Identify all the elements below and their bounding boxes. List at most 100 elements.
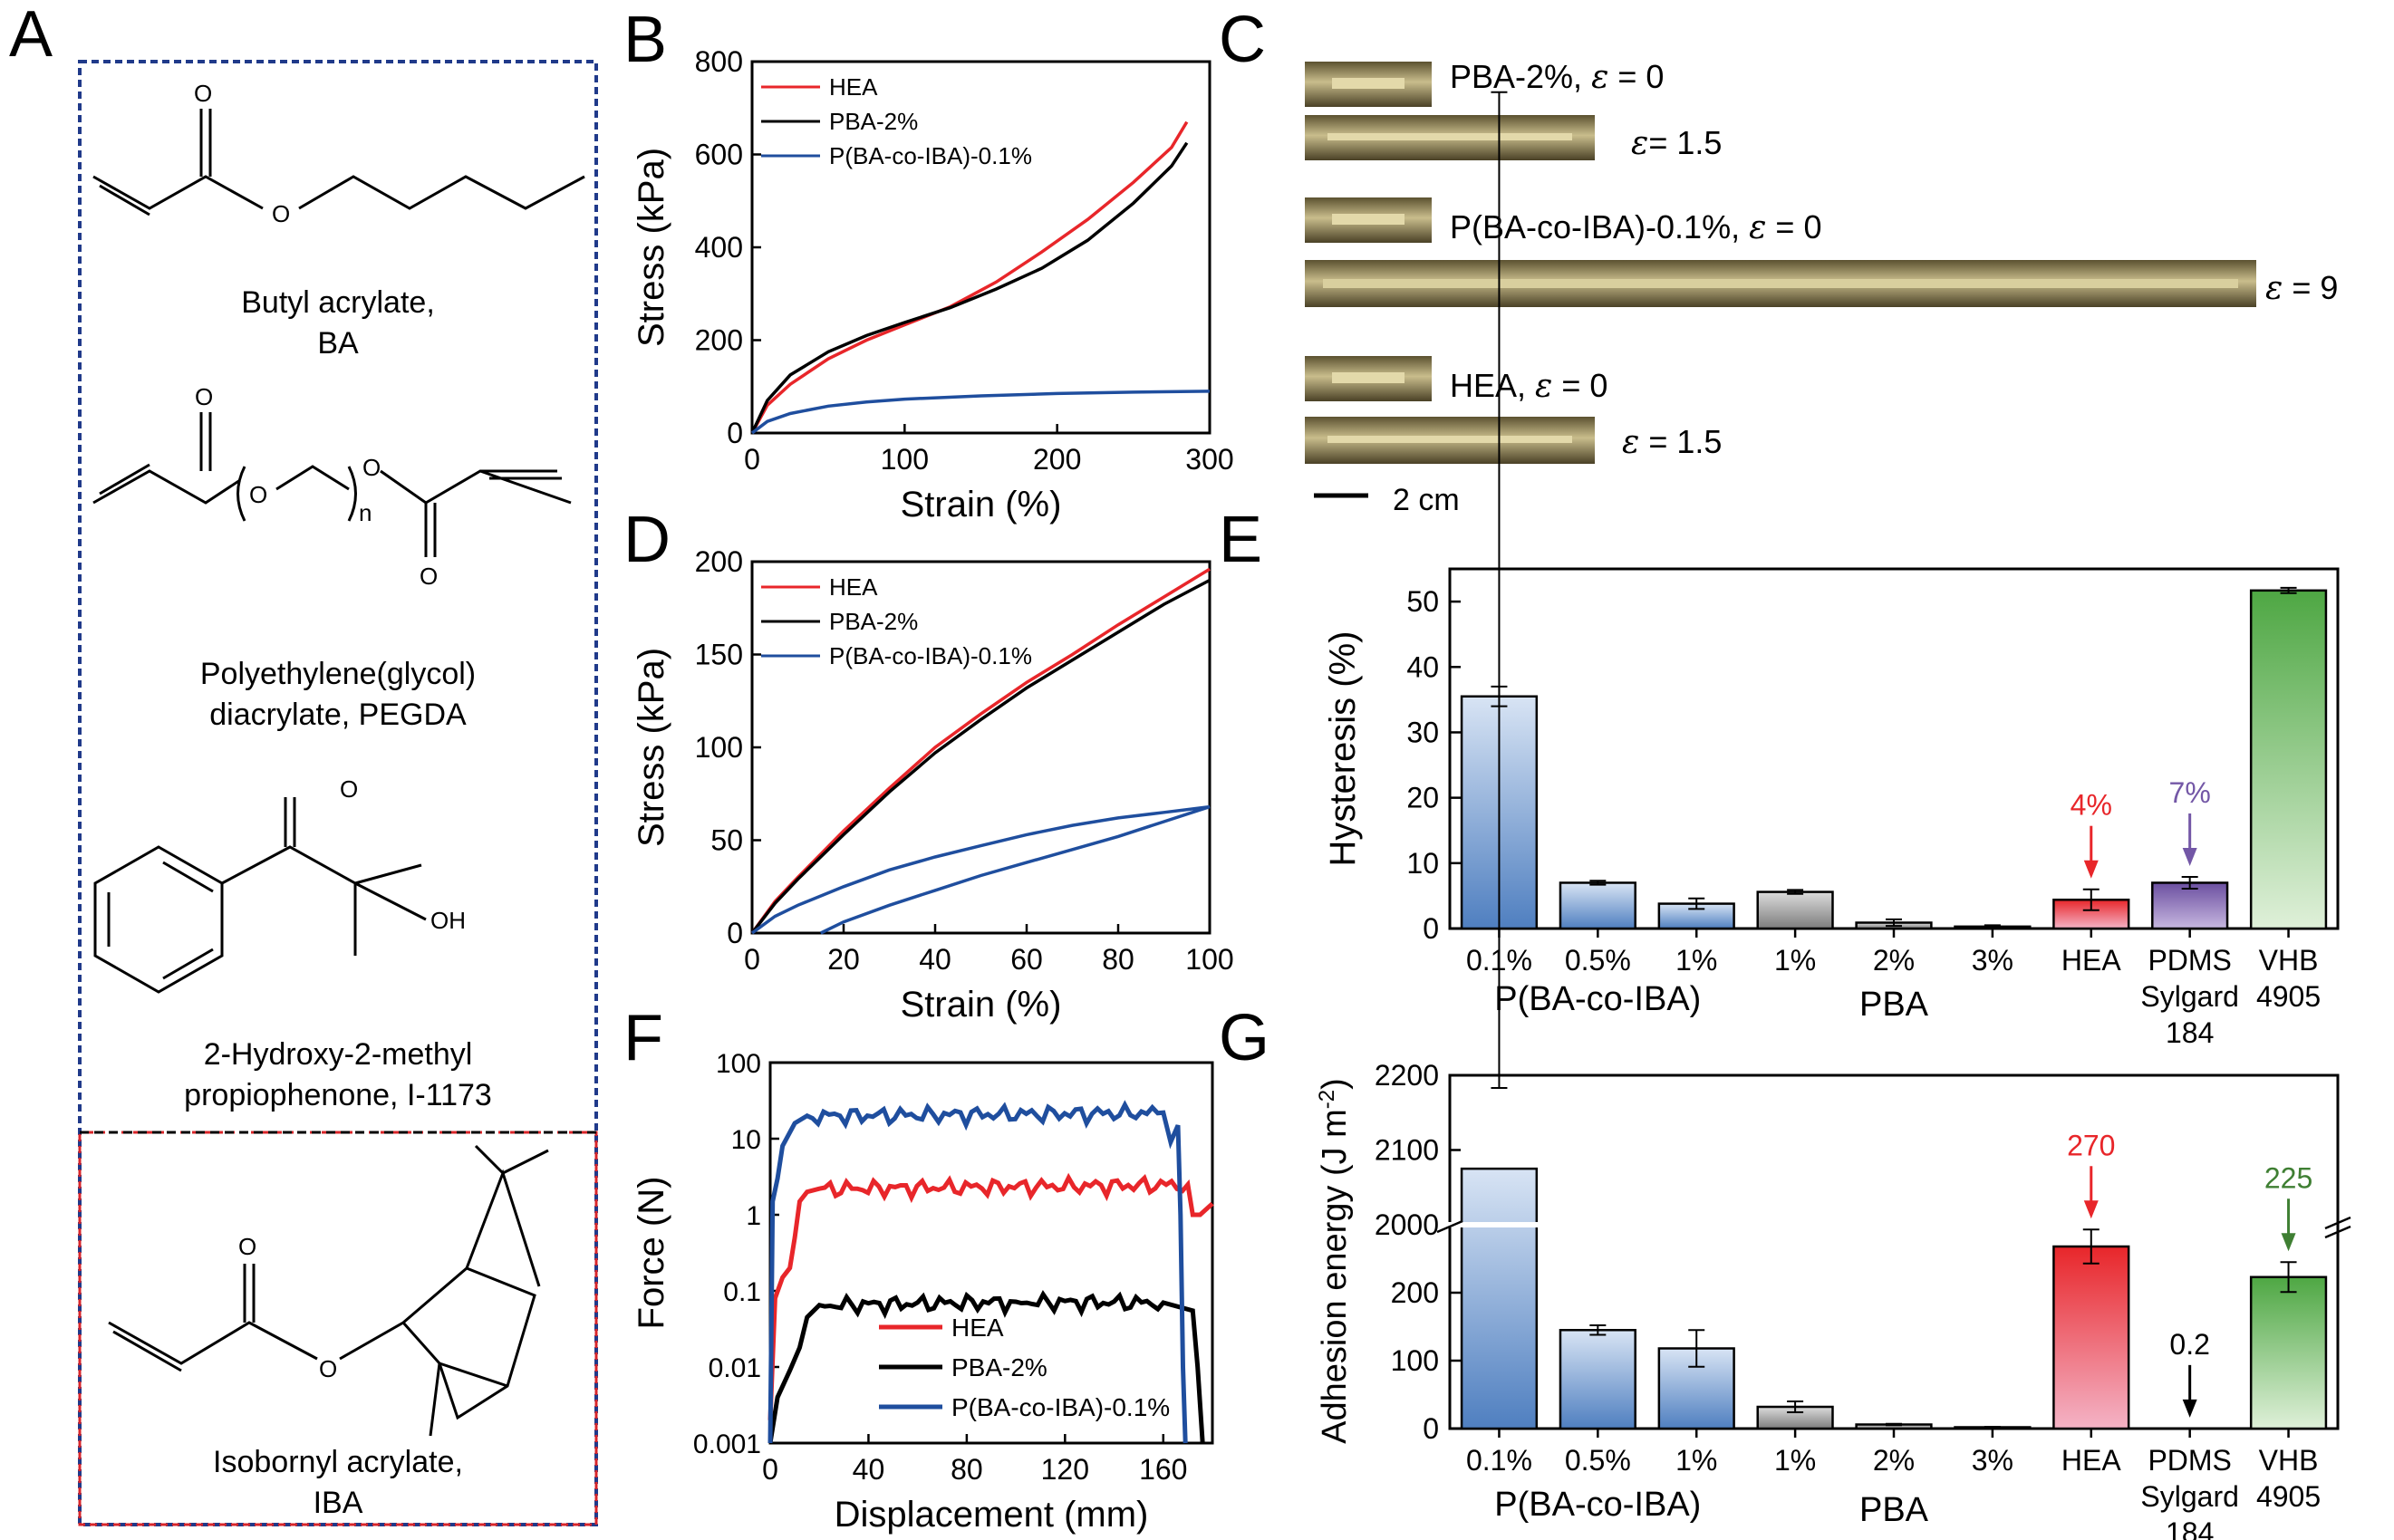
plot-frame — [750, 60, 1211, 435]
pba-label-0: PBA-2%, ε = 0 — [1450, 58, 1664, 96]
annotation-label: 7% — [2169, 776, 2211, 809]
ba-name-line1: Butyl acrylate, — [241, 285, 435, 320]
y-tick-label: 50 — [710, 824, 743, 857]
y-tick-label: 0 — [727, 417, 743, 449]
annotation-arrowhead — [2182, 1399, 2197, 1418]
y-tick-label: 100 — [695, 731, 743, 764]
pegda-name-line1: Polyethylene(glycol) — [200, 657, 476, 691]
x-tick-label: VHB — [2259, 1444, 2319, 1477]
x-tick-label: 40 — [919, 943, 951, 976]
iba-structure — [108, 1144, 549, 1437]
y-tick-label: 0.1 — [723, 1277, 761, 1307]
pegda-subscript-n: n — [359, 499, 372, 526]
y-tick-label: 0.01 — [709, 1353, 761, 1383]
iba-name-line1: Isobornyl acrylate, — [213, 1445, 463, 1479]
legend-label: HEA — [951, 1314, 1004, 1342]
i1173-name-line1: 2-Hydroxy-2-methyl — [204, 1037, 473, 1072]
y-tick-label: 800 — [695, 45, 743, 78]
bar — [1559, 881, 1636, 930]
legend-label: P(BA-co-IBA)-0.1% — [951, 1393, 1170, 1421]
pegda-atom-o1: O — [195, 383, 213, 410]
y-tick-label: 1 — [746, 1201, 761, 1231]
legend-label: PBA-2% — [829, 108, 918, 135]
x-tick-label-line3: 184 — [2166, 1516, 2214, 1540]
bar — [2249, 1275, 2328, 1430]
pbaiba-label-stretched: ε = 9 — [2265, 269, 2338, 307]
iba-atom-o2: O — [319, 1355, 337, 1382]
iba-frame — [78, 1131, 598, 1526]
hea-sample-stretched-neck — [1327, 436, 1572, 443]
x-tick-label-line2: Sylgard — [2140, 1480, 2239, 1513]
x-tick-label: 1% — [1774, 944, 1816, 977]
x-tick-label: 200 — [1033, 443, 1081, 476]
series-line — [750, 804, 1211, 935]
pbaiba-label-0: P(BA-co-IBA)-0.1%, ε = 0 — [1450, 208, 1821, 246]
y-tick-label: 10 — [1406, 847, 1439, 880]
x-tick-label: 0.5% — [1565, 944, 1631, 977]
x-tick-label: 1% — [1675, 1444, 1717, 1477]
panel-letter-b: B — [623, 4, 667, 76]
i1173-atom-o: O — [340, 775, 358, 803]
y-axis-label: Stress (kPa) — [632, 148, 671, 347]
series-line — [750, 390, 1211, 435]
pegda-name-line2: diacrylate, PEGDA — [209, 698, 467, 732]
y-tick-label: 2000 — [1375, 1208, 1439, 1241]
x-tick-label: 3% — [1972, 944, 2013, 977]
pba-label-stretched: ε= 1.5 — [1631, 124, 1722, 162]
y-tick-label: 200 — [1391, 1276, 1439, 1309]
x-tick-label: 0.1% — [1466, 1444, 1532, 1477]
legend-label: HEA — [829, 73, 878, 101]
x-axis-label: Strain (%) — [901, 985, 1062, 1025]
pba-sample-unstretched-neck — [1332, 78, 1405, 89]
annotation-arrowhead — [2182, 847, 2197, 866]
bar — [2249, 589, 2328, 930]
x-axis-label: Displacement (mm) — [835, 1495, 1149, 1535]
y-axis-label: Hysteresis (%) — [1323, 630, 1363, 866]
hea-label-0: HEA, ε = 0 — [1450, 367, 1607, 405]
axis-break-gap — [1444, 1222, 1539, 1227]
ba-atom-o2: O — [272, 200, 290, 227]
x-tick-label: 2% — [1873, 1444, 1915, 1477]
iba-name-line2: IBA — [314, 1486, 363, 1520]
x-tick-label: PDMS — [2148, 944, 2231, 977]
x-tick-label: 80 — [951, 1453, 983, 1486]
panel-a-structures: O O Butyl acrylate, BA O O n O O Polyeth… — [78, 60, 598, 1526]
panel-letter-d: D — [623, 504, 671, 576]
bar — [2052, 1245, 2130, 1430]
x-tick-label: 20 — [827, 943, 860, 976]
y-tick-label: 0 — [1423, 1412, 1439, 1445]
x-tick-label-line2: 4905 — [2256, 1480, 2321, 1513]
chart-f: 0 40 80 120 160 0.001 0.01 0.1 1 10 100 Displacemen… — [632, 1049, 1214, 1535]
y-tick-label: 100 — [716, 1049, 761, 1079]
annotation-arrowhead — [2083, 1200, 2099, 1219]
pegda-atom-o2: O — [249, 481, 267, 508]
x-tick-label: PDMS — [2148, 1444, 2231, 1477]
annotation-label: 270 — [2067, 1129, 2115, 1161]
pbaiba-sample-unstretched-neck — [1332, 214, 1405, 225]
y-axis-label: Adhesion energy (J m-2) — [1315, 1078, 1355, 1444]
group-label: PBA — [1859, 1491, 1929, 1529]
series-line — [767, 1172, 1214, 1420]
x-tick-label: 0 — [762, 1453, 778, 1486]
x-tick-label: 40 — [853, 1453, 885, 1486]
scale-bar-label: 2 cm — [1393, 483, 1460, 517]
i1173-name-line2: propiophenone, I-1173 — [184, 1078, 492, 1112]
x-tick-label: 0 — [744, 443, 760, 476]
x-tick-label: 100 — [881, 443, 929, 476]
i1173-structure — [93, 797, 427, 994]
series-line — [750, 141, 1189, 434]
y-tick-label: 0.001 — [693, 1429, 761, 1459]
y-tick-label: 40 — [1406, 650, 1439, 683]
hea-label-stretched: ε = 1.5 — [1622, 423, 1722, 461]
bar — [1460, 1167, 1539, 1430]
pegda-atom-o3: O — [362, 454, 381, 481]
plot-frame — [1448, 567, 2340, 930]
x-tick-label: HEA — [2061, 944, 2121, 977]
x-tick-label: 60 — [1010, 943, 1043, 976]
x-tick-label: 1% — [1774, 1444, 1816, 1477]
x-tick-label: 3% — [1972, 1444, 2013, 1477]
bar — [2151, 881, 2229, 930]
